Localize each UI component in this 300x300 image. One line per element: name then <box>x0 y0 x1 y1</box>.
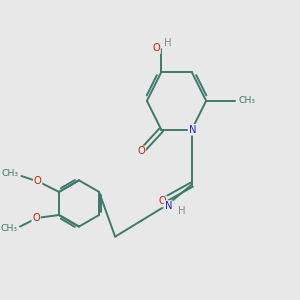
Text: O: O <box>32 213 40 223</box>
Text: O: O <box>34 176 41 186</box>
Text: O: O <box>159 196 167 206</box>
Text: O: O <box>137 146 145 156</box>
Text: CH₃: CH₃ <box>2 169 19 178</box>
Text: CH₃: CH₃ <box>1 224 17 233</box>
Text: N: N <box>164 201 172 211</box>
Text: H: H <box>178 206 185 216</box>
Text: N: N <box>188 125 196 135</box>
Text: H: H <box>164 38 172 48</box>
Text: CH₃: CH₃ <box>238 96 255 105</box>
Text: O: O <box>152 43 160 53</box>
